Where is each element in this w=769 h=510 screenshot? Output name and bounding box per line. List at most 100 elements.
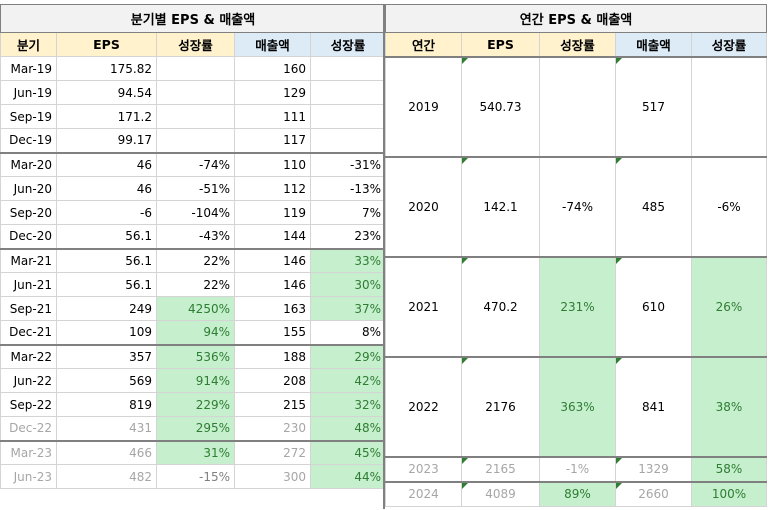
eps-cell[interactable]: -6	[56, 200, 157, 225]
annual-eps-growth-cell[interactable]: 363%	[539, 356, 616, 457]
revenue-growth-cell[interactable]: 23%	[310, 224, 386, 249]
eps-growth-cell[interactable]: 22%	[156, 272, 235, 297]
annual-eps-growth-cell[interactable]: -74%	[539, 156, 616, 257]
eps-cell[interactable]: 171.2	[56, 104, 157, 129]
annual-eps-growth-cell[interactable]: 89%	[539, 481, 616, 507]
annual-eps-growth-cell[interactable]: -1%	[539, 456, 616, 482]
quarter-cell[interactable]: Dec-20	[0, 224, 57, 249]
eps-cell[interactable]: 56.1	[56, 248, 157, 273]
revenue-growth-cell[interactable]: 45%	[310, 440, 386, 465]
revenue-growth-cell[interactable]: 42%	[310, 368, 386, 393]
revenue-growth-cell[interactable]	[310, 56, 386, 81]
eps-growth-cell[interactable]	[156, 56, 235, 81]
eps-growth-cell[interactable]	[156, 104, 235, 129]
revenue-cell[interactable]: 155	[234, 320, 311, 345]
quarter-cell[interactable]: Mar-19	[0, 56, 57, 81]
quarter-cell[interactable]: Mar-22	[0, 344, 57, 369]
revenue-cell[interactable]: 111	[234, 104, 311, 129]
revenue-growth-cell[interactable]: 30%	[310, 272, 386, 297]
eps-growth-cell[interactable]: 22%	[156, 248, 235, 273]
revenue-cell[interactable]: 146	[234, 272, 311, 297]
eps-growth-cell[interactable]: -104%	[156, 200, 235, 225]
revenue-growth-cell[interactable]	[310, 128, 386, 153]
revenue-cell[interactable]: 230	[234, 416, 311, 441]
year-cell[interactable]: 2020	[385, 156, 462, 257]
quarter-cell[interactable]: Dec-22	[0, 416, 57, 441]
annual-revenue-growth-cell[interactable]: 38%	[691, 356, 767, 457]
quarter-cell[interactable]: Jun-20	[0, 176, 57, 201]
quarter-cell[interactable]: Sep-22	[0, 392, 57, 417]
eps-cell[interactable]: 99.17	[56, 128, 157, 153]
header-quarter[interactable]: 분기	[0, 32, 57, 57]
revenue-growth-cell[interactable]: 8%	[310, 320, 386, 345]
eps-cell[interactable]: 431	[56, 416, 157, 441]
quarter-cell[interactable]: Jun-21	[0, 272, 57, 297]
revenue-growth-cell[interactable]: 29%	[310, 344, 386, 369]
annual-revenue-growth-cell[interactable]: 26%	[691, 256, 767, 357]
eps-cell[interactable]: 357	[56, 344, 157, 369]
revenue-cell[interactable]: 215	[234, 392, 311, 417]
eps-growth-cell[interactable]: -43%	[156, 224, 235, 249]
eps-growth-cell[interactable]: 536%	[156, 344, 235, 369]
eps-growth-cell[interactable]: 94%	[156, 320, 235, 345]
header-annual-eps[interactable]: EPS	[461, 32, 540, 57]
eps-growth-cell[interactable]: 229%	[156, 392, 235, 417]
header-revenue-growth[interactable]: 성장률	[310, 32, 386, 57]
eps-growth-cell[interactable]: -15%	[156, 464, 235, 489]
revenue-growth-cell[interactable]: -13%	[310, 176, 386, 201]
eps-cell[interactable]: 56.1	[56, 272, 157, 297]
revenue-growth-cell[interactable]	[310, 80, 386, 105]
quarter-cell[interactable]: Dec-21	[0, 320, 57, 345]
annual-revenue-cell[interactable]: 1329	[615, 456, 692, 482]
header-annual-revenue[interactable]: 매출액	[615, 32, 692, 57]
header-year[interactable]: 연간	[385, 32, 462, 57]
quarter-cell[interactable]: Sep-19	[0, 104, 57, 129]
annual-revenue-cell[interactable]: 517	[615, 56, 692, 157]
year-cell[interactable]: 2023	[385, 456, 462, 482]
revenue-cell[interactable]: 300	[234, 464, 311, 489]
annual-eps-cell[interactable]: 4089	[461, 481, 540, 507]
eps-cell[interactable]: 56.1	[56, 224, 157, 249]
header-annual-revenue-growth[interactable]: 성장률	[691, 32, 767, 57]
revenue-growth-cell[interactable]: -31%	[310, 151, 386, 177]
revenue-cell[interactable]: 208	[234, 368, 311, 393]
eps-cell[interactable]: 249	[56, 296, 157, 321]
annual-eps-cell[interactable]: 540.73	[461, 56, 540, 157]
annual-revenue-growth-cell[interactable]: 58%	[691, 456, 767, 482]
eps-cell[interactable]: 569	[56, 368, 157, 393]
eps-cell[interactable]: 482	[56, 464, 157, 489]
annual-revenue-growth-cell[interactable]: -6%	[691, 156, 767, 257]
year-cell[interactable]: 2021	[385, 256, 462, 357]
revenue-cell[interactable]: 144	[234, 224, 311, 249]
revenue-cell[interactable]: 160	[234, 56, 311, 81]
annual-eps-growth-cell[interactable]	[539, 56, 616, 157]
revenue-growth-cell[interactable]: 37%	[310, 296, 386, 321]
annual-revenue-cell[interactable]: 485	[615, 156, 692, 257]
eps-growth-cell[interactable]: 295%	[156, 416, 235, 441]
quarter-cell[interactable]: Mar-21	[0, 248, 57, 273]
revenue-cell[interactable]: 163	[234, 296, 311, 321]
eps-cell[interactable]: 46	[56, 176, 157, 201]
quarter-cell[interactable]: Jun-22	[0, 368, 57, 393]
eps-cell[interactable]: 466	[56, 440, 157, 465]
revenue-cell[interactable]: 129	[234, 80, 311, 105]
eps-growth-cell[interactable]: 914%	[156, 368, 235, 393]
year-cell[interactable]: 2022	[385, 356, 462, 457]
annual-revenue-cell[interactable]: 841	[615, 356, 692, 457]
eps-cell[interactable]: 819	[56, 392, 157, 417]
year-cell[interactable]: 2024	[385, 481, 462, 507]
quarter-cell[interactable]: Mar-20	[0, 152, 57, 177]
revenue-cell[interactable]: 188	[234, 344, 311, 369]
eps-cell[interactable]: 94.54	[56, 80, 157, 105]
eps-growth-cell[interactable]	[156, 80, 235, 105]
revenue-cell[interactable]: 112	[234, 176, 311, 201]
header-eps[interactable]: EPS	[56, 32, 157, 57]
eps-growth-cell[interactable]: -74%	[156, 151, 235, 177]
eps-growth-cell[interactable]: 4250%	[156, 296, 235, 321]
annual-revenue-cell[interactable]: 610	[615, 256, 692, 357]
revenue-cell[interactable]: 119	[234, 200, 311, 225]
revenue-growth-cell[interactable]: 44%	[310, 464, 386, 489]
quarter-cell[interactable]: Dec-19	[0, 128, 57, 153]
eps-cell[interactable]: 175.82	[56, 56, 157, 81]
header-eps-growth[interactable]: 성장률	[156, 32, 235, 57]
